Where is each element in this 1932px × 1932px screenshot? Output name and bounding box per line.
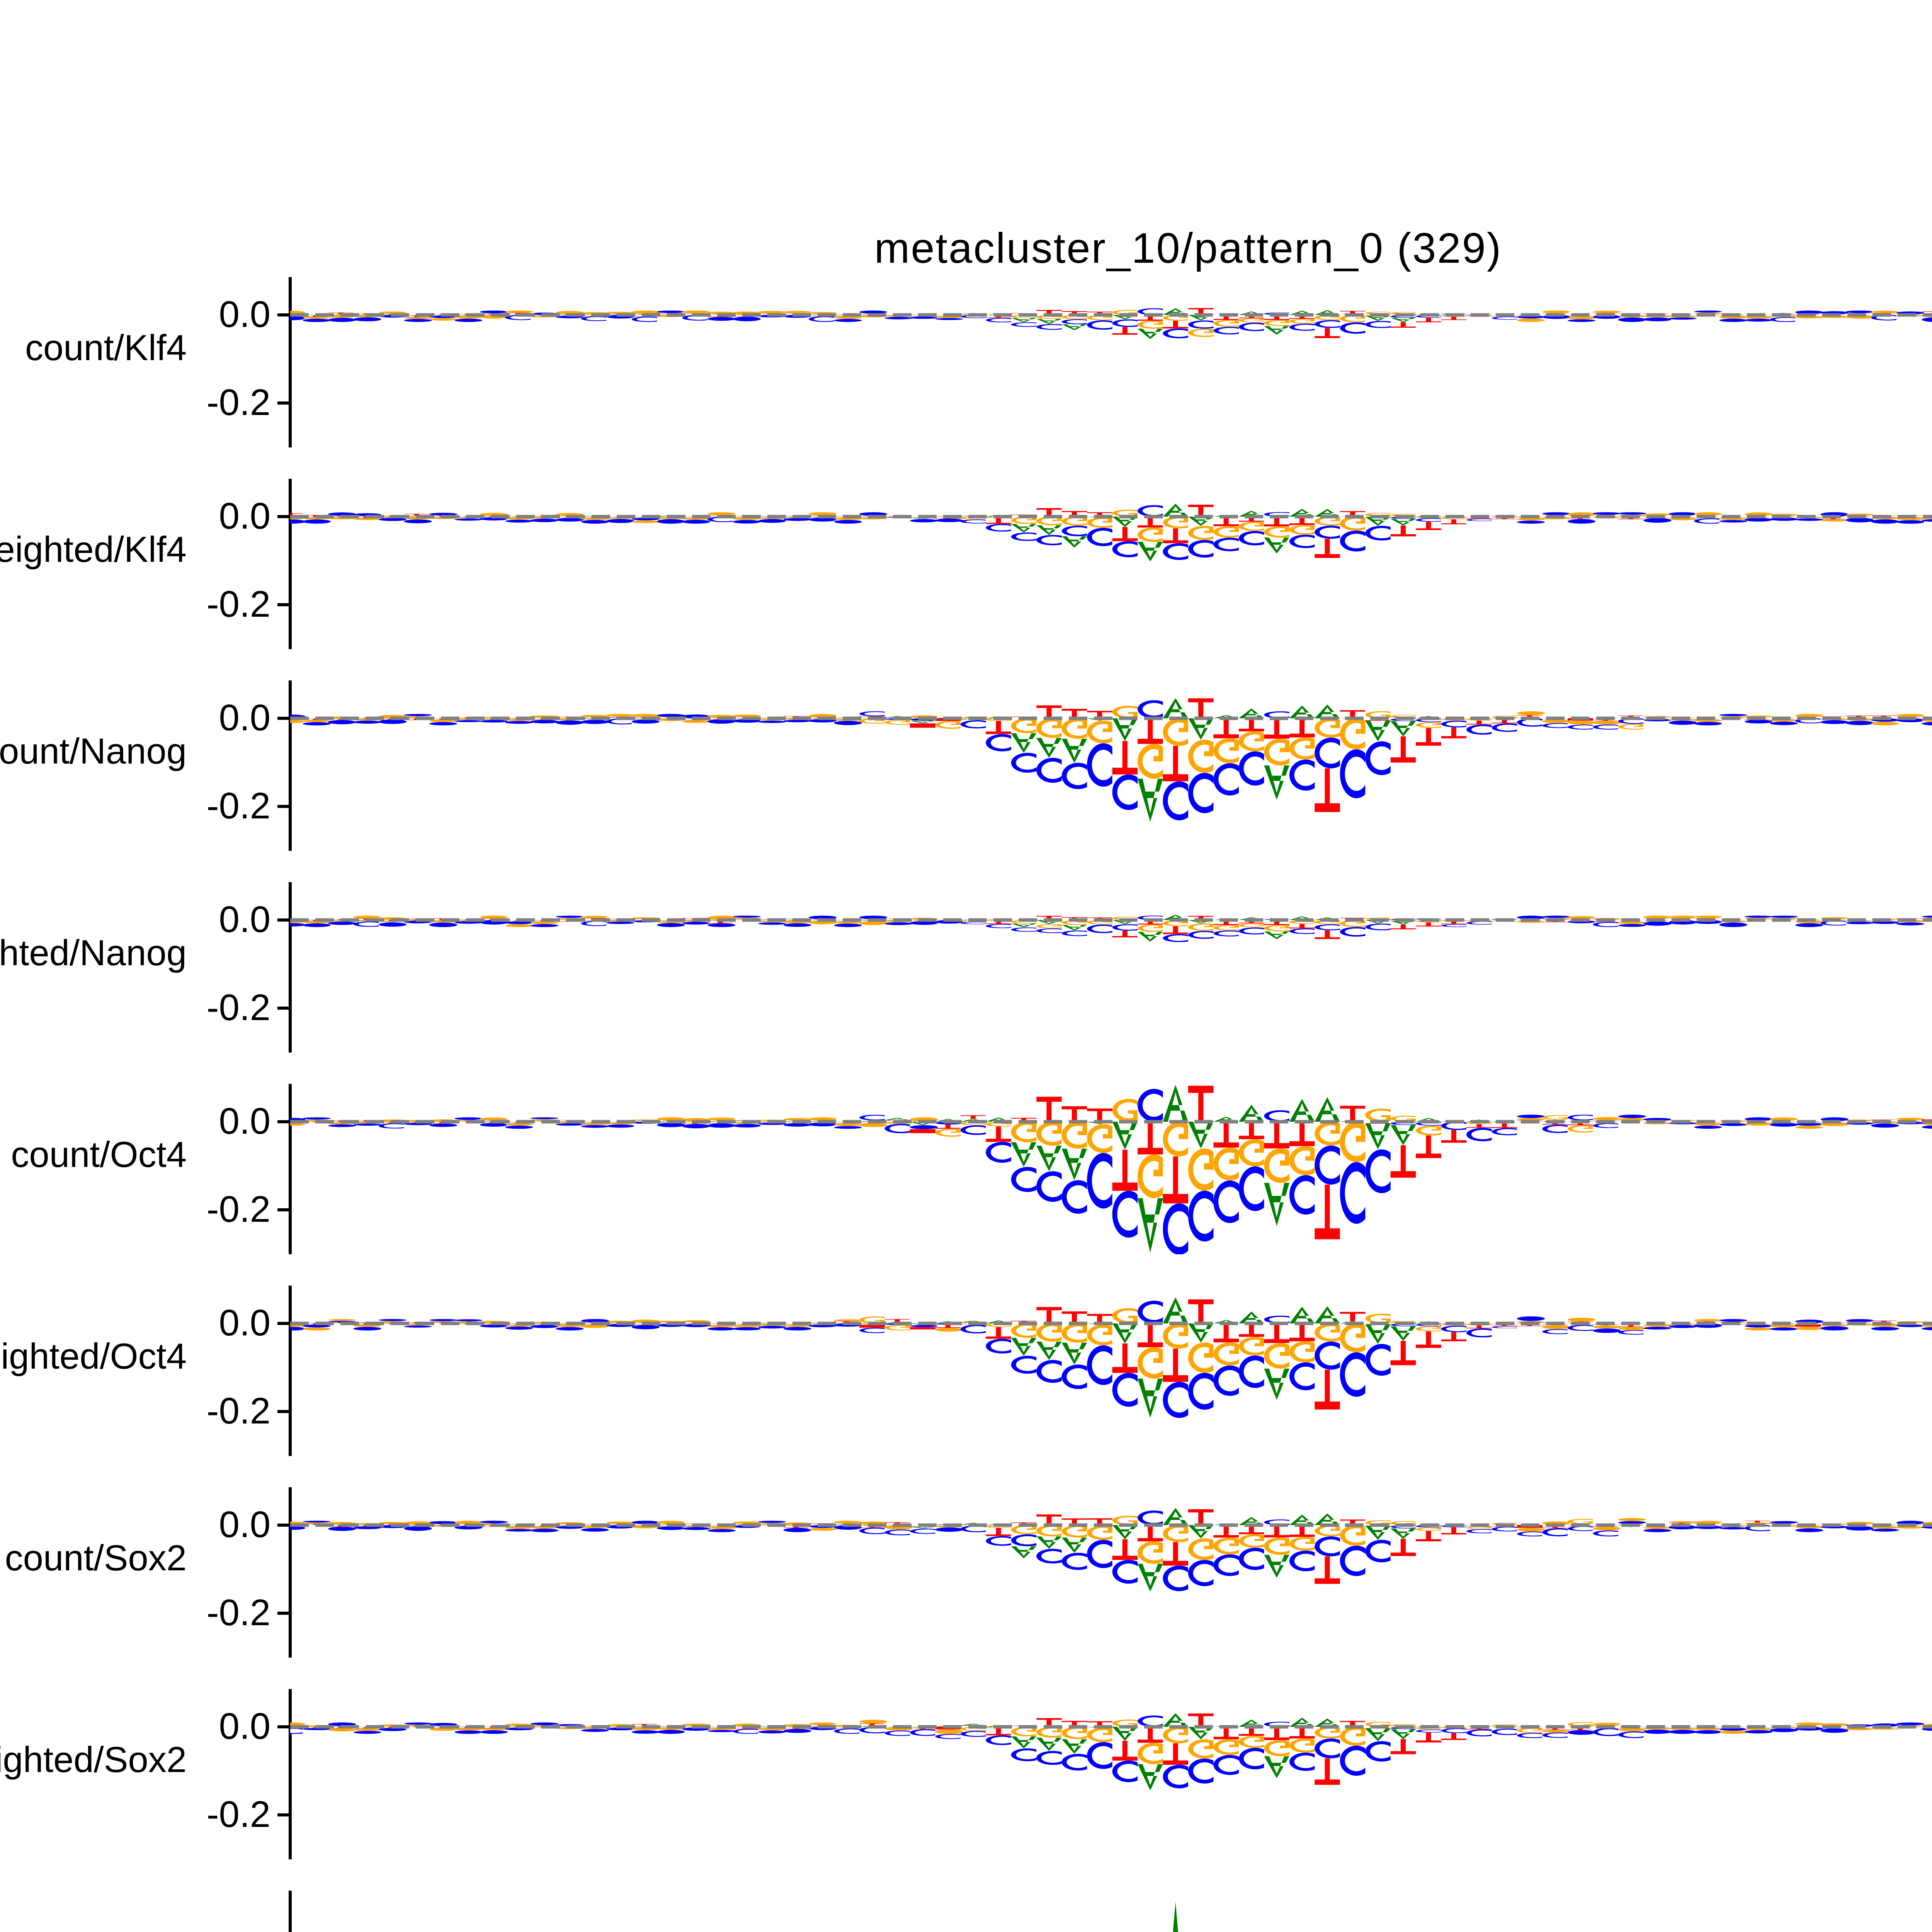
svg-text:-0.2: -0.2 xyxy=(207,1390,270,1432)
svg-text:0.0: 0.0 xyxy=(219,495,270,537)
svg-text:0.0: 0.0 xyxy=(219,899,270,940)
svg-text:-0.2: -0.2 xyxy=(207,583,270,625)
svg-text:-0.2: -0.2 xyxy=(207,987,270,1028)
svg-text:count/Sox2: count/Sox2 xyxy=(5,1537,187,1578)
svg-text:weighted/Oct4: weighted/Oct4 xyxy=(0,1336,187,1376)
svg-text:-0.2: -0.2 xyxy=(207,785,270,827)
svg-text:count/Klf4: count/Klf4 xyxy=(25,327,187,368)
svg-text:count/Oct4: count/Oct4 xyxy=(11,1134,187,1175)
svg-text:0.0: 0.0 xyxy=(219,1302,270,1344)
svg-text:-0.2: -0.2 xyxy=(207,1592,270,1633)
svg-text:0.0: 0.0 xyxy=(219,1100,270,1142)
svg-text:weighted/Sox2: weighted/Sox2 xyxy=(0,1739,187,1780)
svg-text:0.0: 0.0 xyxy=(219,294,270,335)
svg-text:0.0: 0.0 xyxy=(219,1504,270,1545)
svg-text:-0.2: -0.2 xyxy=(207,382,270,423)
svg-text:-0.2: -0.2 xyxy=(207,1794,270,1835)
svg-text:count/Nanog: count/Nanog xyxy=(0,731,187,771)
svg-text:metacluster_10/pattern_0 (329): metacluster_10/pattern_0 (329) xyxy=(874,224,1502,272)
svg-text:weighted/Nanog: weighted/Nanog xyxy=(0,932,187,973)
svg-text:weighted/Klf4: weighted/Klf4 xyxy=(0,529,187,570)
svg-text:-0.2: -0.2 xyxy=(207,1189,270,1230)
svg-text:0.0: 0.0 xyxy=(219,1706,270,1747)
svg-text:0.0: 0.0 xyxy=(219,697,270,738)
